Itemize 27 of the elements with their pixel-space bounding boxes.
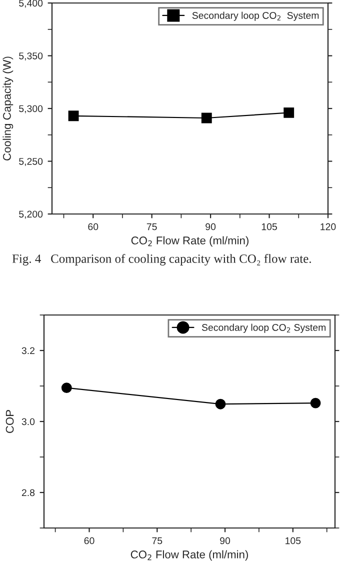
x-axis-title: CO$_{2}$ Flow Rate (ml/min)	[130, 550, 248, 561]
x-tick-label: 75	[152, 537, 162, 544]
legend-label: Secondary loop CO$_{2}$ System	[192, 12, 319, 21]
point	[61, 382, 72, 393]
x-tick-label: 105	[286, 537, 301, 544]
y-tick-label: 3.0	[22, 418, 35, 426]
x-axis-title: CO$_{2}$ Flow Rate (ml/min)	[131, 236, 248, 247]
y-tick-label: 5,200	[19, 210, 43, 219]
x-tick-label: 60	[84, 537, 94, 544]
x-tick-label: 90	[206, 223, 216, 230]
x-tick-label: 60	[88, 223, 98, 230]
point	[310, 398, 321, 408]
caption: Fig. 4 Comparison of cooling capacity with CO₂ flow rate.	[12, 254, 311, 266]
x-tick-label: 120	[320, 223, 336, 230]
y-tick-label: 5,300	[19, 105, 43, 114]
point	[215, 398, 226, 410]
x-tick-label: 90	[220, 537, 230, 544]
y-axis-title: COP	[6, 410, 14, 433]
y-tick-label: 5,350	[19, 52, 43, 61]
y-tick-label: 5,400	[19, 0, 43, 8]
legend-label: Secondary loop CO$_{2}$ System	[202, 324, 326, 333]
y-axis-title: Cooling Capacity (W)	[2, 56, 14, 160]
y-tick-label: 3.2	[22, 347, 34, 354]
y-tick-label: 5,250	[19, 158, 43, 166]
x-tick-label: 75	[146, 223, 157, 230]
y-tick-label: 2.8	[22, 489, 35, 496]
x-tick-label: 105	[262, 223, 277, 230]
